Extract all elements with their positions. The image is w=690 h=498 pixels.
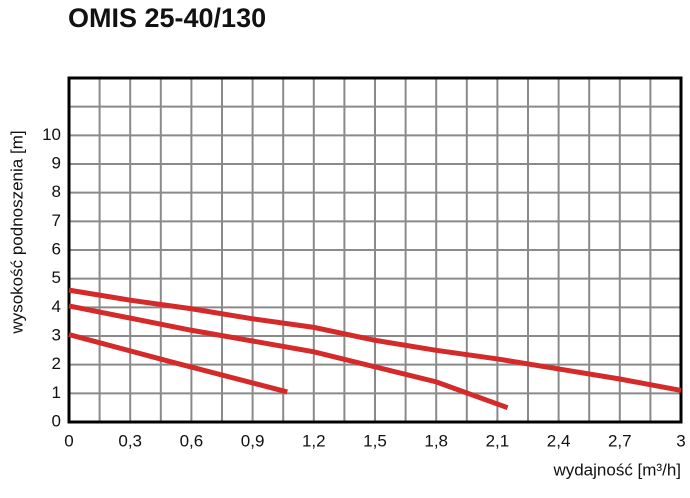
x-tick-label: 2,7 bbox=[608, 431, 632, 450]
y-tick-label: 10 bbox=[42, 125, 61, 144]
y-tick-label: 0 bbox=[52, 411, 61, 430]
y-tick-label: 6 bbox=[52, 239, 61, 258]
y-tick-label: 9 bbox=[52, 153, 61, 172]
x-tick-label: 3 bbox=[676, 431, 685, 450]
y-tick-label: 5 bbox=[52, 268, 61, 287]
x-tick-label: 0,3 bbox=[118, 431, 142, 450]
x-tick-label: 0,9 bbox=[241, 431, 265, 450]
y-axis-label: wysokość podnoszenia [m] bbox=[7, 130, 26, 334]
x-axis-label: wydajność [m³/h] bbox=[552, 460, 681, 479]
curve bbox=[68, 332, 288, 395]
chart-title: OMIS 25-40/130 bbox=[68, 3, 266, 33]
curve bbox=[68, 303, 509, 411]
x-tick-label: 2,4 bbox=[547, 431, 571, 450]
x-tick-label: 0,6 bbox=[180, 431, 204, 450]
y-tick-label: 2 bbox=[52, 354, 61, 373]
curve bbox=[68, 287, 682, 393]
plot-border bbox=[67, 76, 683, 424]
y-tick-label: 8 bbox=[52, 182, 61, 201]
x-tick-label: 1,2 bbox=[302, 431, 326, 450]
y-tick-label: 3 bbox=[52, 325, 61, 344]
x-tick-label: 1,5 bbox=[363, 431, 387, 450]
x-tick-label: 1,8 bbox=[424, 431, 448, 450]
y-tick-label: 1 bbox=[52, 383, 61, 402]
x-tick-label: 0 bbox=[64, 431, 73, 450]
x-tick-label: 2,1 bbox=[486, 431, 510, 450]
y-tick-label: 7 bbox=[52, 211, 61, 230]
y-tick-label: 4 bbox=[52, 297, 61, 316]
